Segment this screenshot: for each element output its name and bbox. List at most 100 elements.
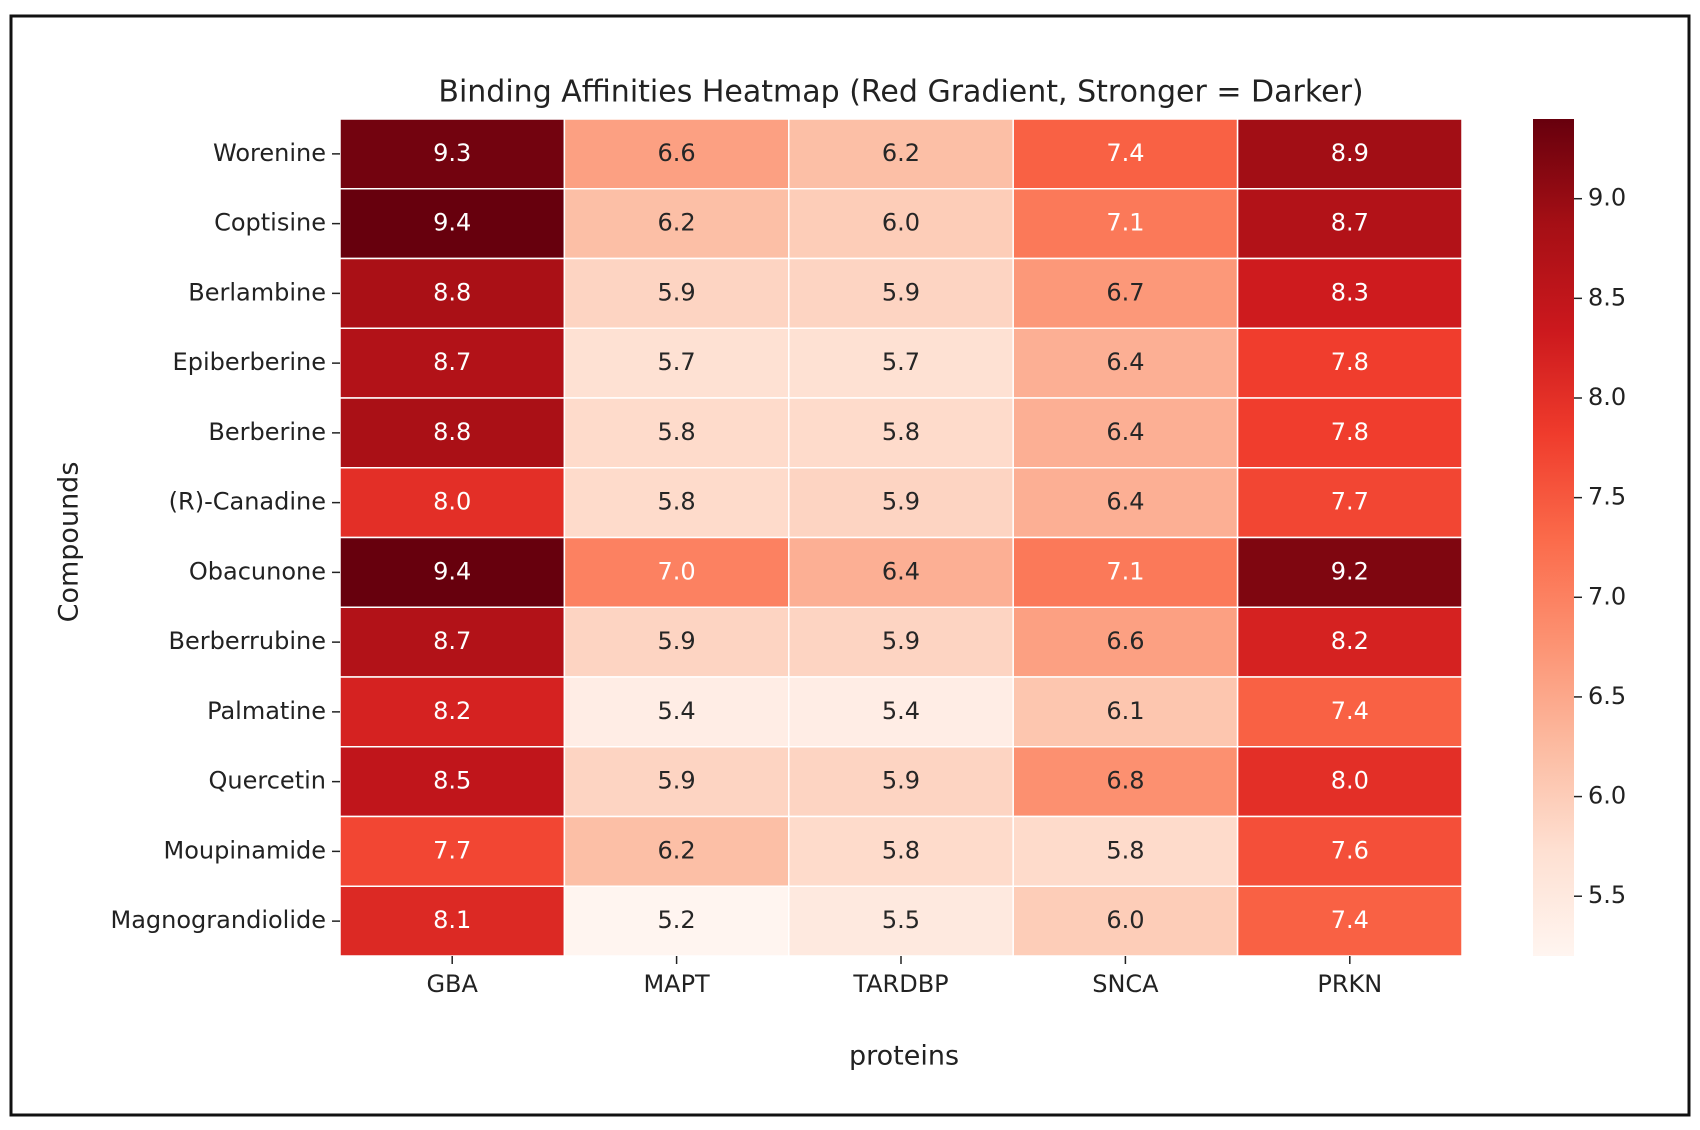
- heatmap-cell: [1012, 676, 1239, 748]
- heatmap-cell: [1236, 257, 1463, 329]
- cell-label: 5.9: [658, 767, 696, 795]
- cell-label: 6.0: [1106, 906, 1144, 934]
- cell-label: 6.4: [1106, 348, 1144, 376]
- colorbar-tick-label: 8.5: [1588, 283, 1626, 311]
- heatmap-cell: [1012, 536, 1239, 608]
- cell-label: 6.6: [1106, 627, 1144, 655]
- cell-label: 7.4: [1106, 139, 1144, 167]
- cell-label: 5.8: [658, 488, 696, 516]
- heatmap-cell: [339, 118, 566, 190]
- cell-label: 9.2: [1331, 557, 1369, 585]
- cell-label: 5.9: [882, 278, 920, 306]
- cell-label: 5.8: [882, 836, 920, 864]
- cell-label: 6.7: [1106, 278, 1144, 306]
- cell-label: 8.8: [433, 418, 471, 446]
- heatmap-cell: [339, 606, 566, 678]
- heatmap-cell: [1236, 118, 1463, 190]
- heatmap-cell: [563, 815, 790, 887]
- y-tick-label: Coptisine: [214, 209, 326, 237]
- y-tick-label: Epiberberine: [173, 348, 326, 376]
- heatmap-cell: [788, 746, 1014, 818]
- x-tick-label: SNCA: [1092, 970, 1159, 998]
- cell-label: 5.8: [658, 418, 696, 446]
- heatmap-cell: [563, 746, 790, 818]
- colorbar-tick-label: 5.5: [1588, 881, 1626, 909]
- cell-label: 5.9: [658, 278, 696, 306]
- cell-label: 8.7: [1331, 209, 1369, 237]
- heatmap-cell: [563, 676, 790, 748]
- heatmap-cell: [563, 188, 790, 260]
- heatmap-cell: [1236, 746, 1463, 818]
- y-tick-label: Palmatine: [207, 697, 326, 725]
- y-tick-label: Berberine: [208, 418, 326, 446]
- heatmap-cell: [1012, 815, 1239, 887]
- cell-label: 7.7: [1331, 488, 1369, 516]
- cell-label: 8.7: [433, 348, 471, 376]
- cell-label: 8.7: [433, 627, 471, 655]
- cell-label: 6.4: [1106, 418, 1144, 446]
- y-axis-label: Compounds: [54, 462, 85, 623]
- heatmap-cell: [339, 257, 566, 329]
- y-tick-label: (R)-Canadine: [169, 488, 326, 516]
- cell-label: 6.2: [658, 209, 696, 237]
- x-tick-label: TARDBP: [852, 970, 948, 998]
- cell-label: 6.4: [882, 557, 920, 585]
- cell-label: 5.7: [882, 348, 920, 376]
- cell-label: 8.2: [433, 697, 471, 725]
- heatmap-cell: [339, 676, 566, 748]
- heatmap-cell: [788, 467, 1014, 539]
- cell-label: 8.1: [433, 906, 471, 934]
- cell-label: 8.8: [433, 278, 471, 306]
- cell-label: 7.4: [1331, 697, 1369, 725]
- cell-label: 5.9: [882, 627, 920, 655]
- heatmap-cell: [788, 885, 1014, 957]
- cell-label: 5.8: [1106, 836, 1144, 864]
- heatmap-cell: [563, 606, 790, 678]
- heatmap-cell: [1236, 467, 1463, 539]
- cell-label: 8.5: [433, 767, 471, 795]
- cell-label: 5.5: [882, 906, 920, 934]
- cell-label: 6.8: [1106, 767, 1144, 795]
- cell-label: 7.4: [1331, 906, 1369, 934]
- heatmap-cell: [563, 397, 790, 469]
- cell-label: 5.2: [658, 906, 696, 934]
- colorbar: [1533, 119, 1574, 956]
- cell-label: 8.2: [1331, 627, 1369, 655]
- cell-label: 5.9: [882, 767, 920, 795]
- heatmap-cell: [1012, 746, 1239, 818]
- heatmap-cell: [1236, 885, 1463, 957]
- heatmap-cell: [788, 815, 1014, 887]
- heatmap-cell: [339, 397, 566, 469]
- cell-label: 6.2: [882, 139, 920, 167]
- cell-label: 5.7: [658, 348, 696, 376]
- colorbar-tick-label: 8.0: [1588, 383, 1626, 411]
- colorbar-tick-label: 7.0: [1588, 582, 1626, 610]
- y-tick-label: Obacunone: [189, 557, 326, 585]
- cell-label: 8.0: [433, 488, 471, 516]
- cell-label: 7.6: [1331, 836, 1369, 864]
- x-tick-label: PRKN: [1317, 970, 1382, 998]
- heatmap-cell: [1236, 536, 1463, 608]
- heatmap-cell: [788, 118, 1014, 190]
- y-tick-label: Berberrubine: [169, 627, 327, 655]
- x-axis-label: proteins: [849, 1041, 959, 1072]
- cell-label: 7.0: [658, 557, 696, 585]
- cell-label: 7.8: [1331, 348, 1369, 376]
- cell-label: 9.4: [433, 557, 471, 585]
- cell-label: 6.4: [1106, 488, 1144, 516]
- heatmap-cell: [1236, 676, 1463, 748]
- y-tick-label: Magnograndiolide: [111, 906, 326, 934]
- y-tick-label: Berlambine: [188, 278, 326, 306]
- heatmap-cell: [1012, 327, 1239, 399]
- heatmap-cell: [1236, 188, 1463, 260]
- heatmap-cell: [1236, 397, 1463, 469]
- heatmap-cell: [1012, 188, 1239, 260]
- heatmap-cell: [1236, 327, 1463, 399]
- colorbar-tick-label: 7.5: [1588, 483, 1626, 511]
- chart-title: Binding Affinities Heatmap (Red Gradient…: [438, 75, 1363, 110]
- heatmap-cell: [563, 467, 790, 539]
- colorbar-tick-label: 9.0: [1588, 184, 1626, 212]
- cell-label: 9.3: [433, 139, 471, 167]
- heatmap-cell: [1236, 815, 1463, 887]
- cell-label: 6.6: [658, 139, 696, 167]
